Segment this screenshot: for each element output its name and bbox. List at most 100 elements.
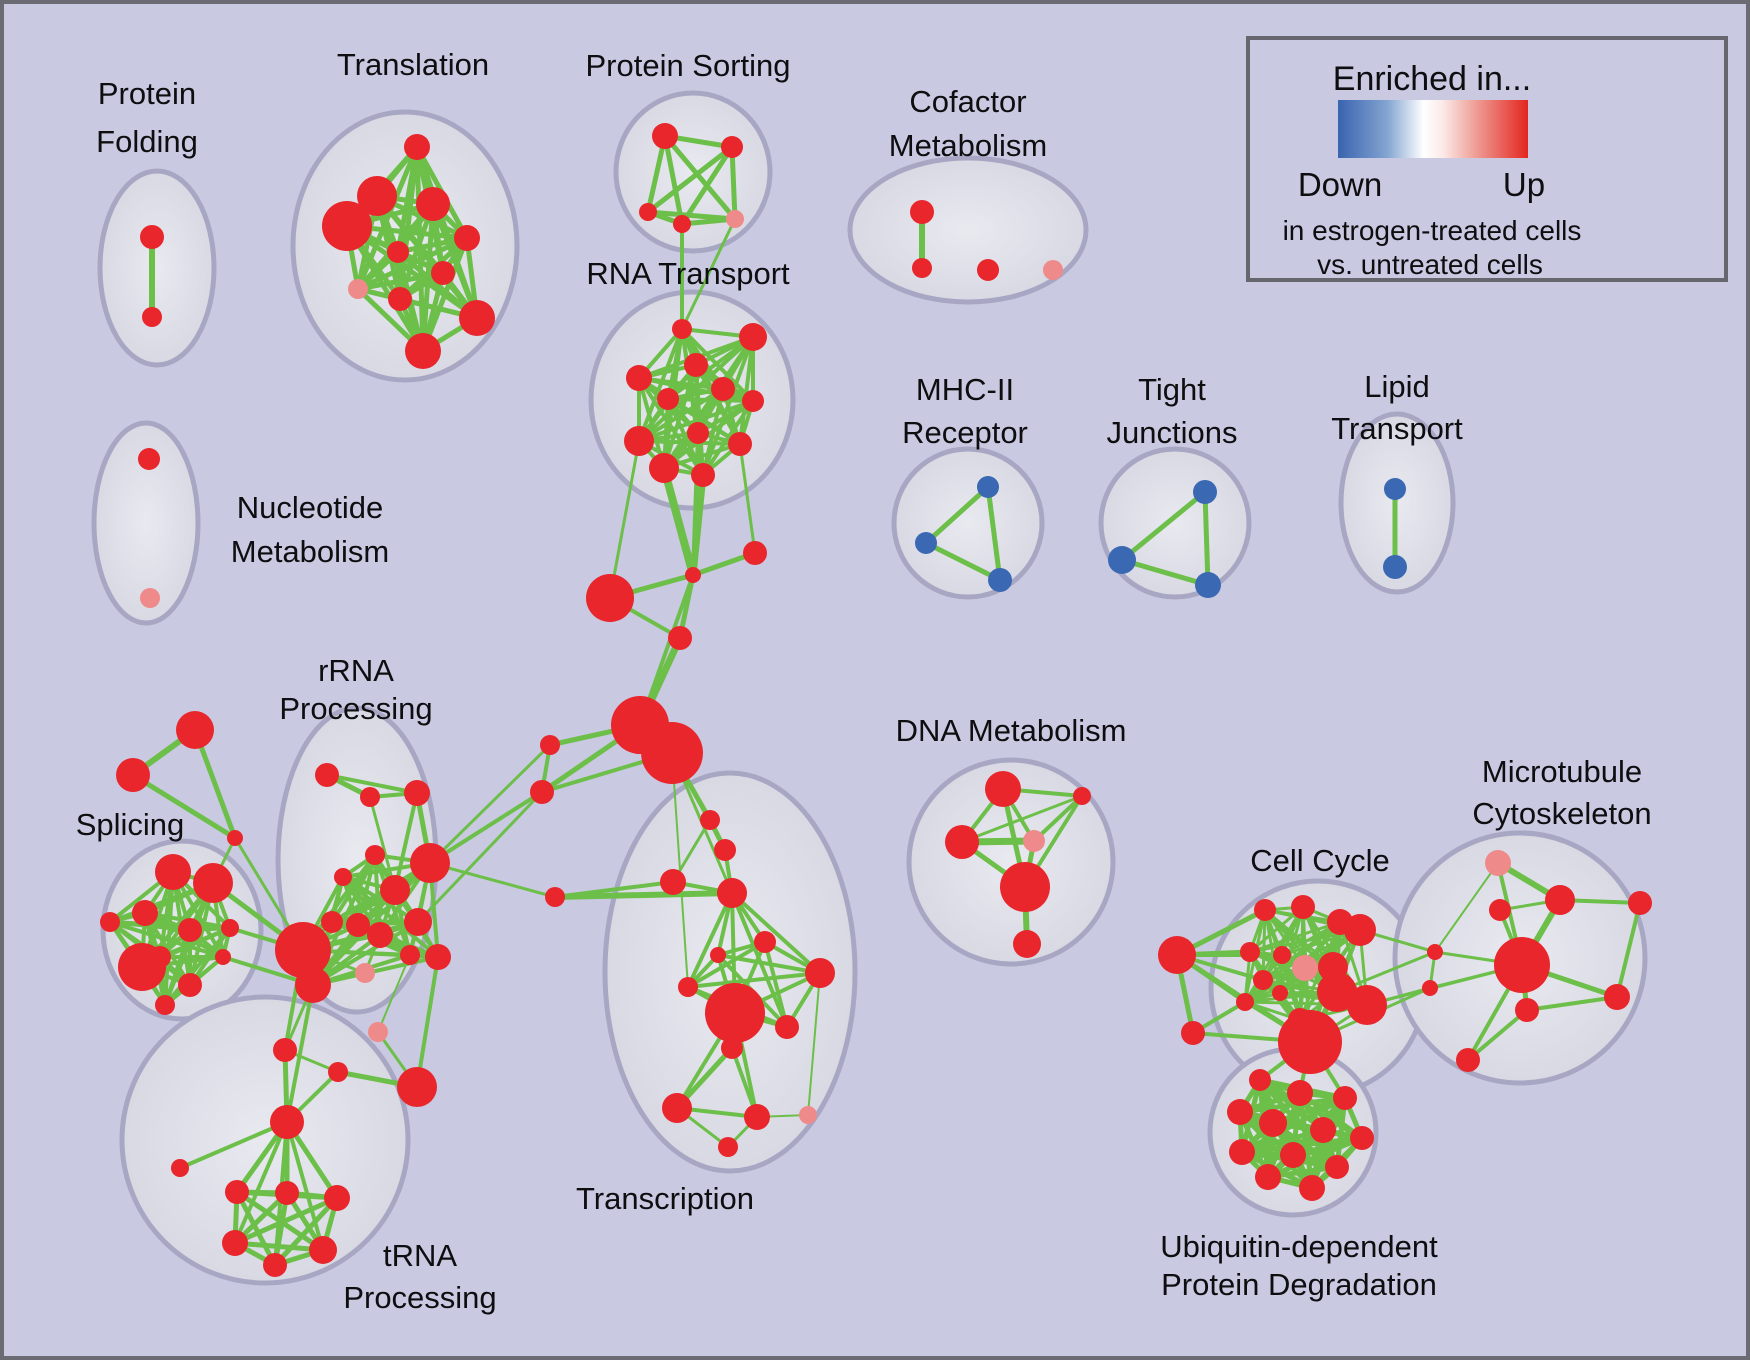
gene-set-node-ps2: [721, 136, 743, 158]
network-edge: [686, 891, 734, 989]
network-edge: [729, 144, 738, 222]
gene-set-node-mt1: [1545, 885, 1575, 915]
mhc-ii-receptor-label: Receptor: [902, 415, 1028, 450]
gene-set-node-mt6: [1604, 984, 1630, 1010]
network-edge: [807, 972, 821, 1116]
gene-set-node-sp4: [100, 912, 120, 932]
gene-set-node-hubF: [641, 722, 703, 784]
gene-set-node-chA: [685, 567, 701, 583]
gene-set-node-lt1: [545, 887, 565, 907]
gene-set-node-tc10: [662, 1093, 692, 1123]
gene-set-node-mh2: [915, 532, 937, 554]
network-edge: [716, 953, 822, 975]
gene-set-node-ub9: [1280, 1142, 1306, 1168]
gene-set-node-t1: [404, 134, 430, 160]
gene-set-node-rt1: [672, 319, 692, 339]
dna-metabolism-outline: [906, 757, 1116, 967]
network-edge: [192, 727, 238, 841]
mhc-ii-receptor-outline: [891, 446, 1045, 600]
gene-set-node-md2: [328, 1062, 348, 1082]
gene-set-node-cf2: [912, 258, 932, 278]
gene-set-node-rt8: [687, 422, 709, 444]
gene-set-node-rr9: [346, 913, 370, 937]
gene-set-node-tc7: [705, 983, 765, 1043]
gene-set-node-so1: [176, 711, 214, 749]
translation-label: Translation: [337, 47, 489, 82]
gene-set-node-ps3: [639, 203, 657, 221]
trna-processing-label: Processing: [343, 1280, 496, 1315]
network-edge: [960, 794, 1084, 844]
gene-set-node-lf1: [540, 735, 560, 755]
network-edge: [1263, 908, 1282, 995]
gene-set-node-ub6: [1310, 1117, 1336, 1143]
network-edge: [428, 743, 552, 865]
nucleotide-metabolism-label: Metabolism: [231, 534, 390, 569]
rrna-processing-label: Processing: [279, 691, 432, 726]
gene-set-node-cc11: [1272, 985, 1288, 1001]
gene-set-node-lp2: [1383, 555, 1407, 579]
network-edge: [666, 397, 755, 403]
legend-subtitle-line1: in estrogen-treated cells: [1283, 215, 1582, 246]
gene-set-node-tc6: [805, 958, 835, 988]
gene-set-node-rr14: [425, 944, 451, 970]
gene-set-node-rr2: [360, 787, 380, 807]
gene-set-node-ub7: [1350, 1126, 1374, 1150]
network-edge: [130, 772, 238, 841]
network-edge: [730, 891, 822, 975]
gene-set-node-tj2: [1108, 546, 1136, 574]
gene-set-node-rrh2: [295, 967, 331, 1003]
gene-set-node-cc1: [1254, 899, 1276, 921]
gene-set-node-sp6: [221, 919, 239, 937]
splicing-label: Splicing: [76, 807, 185, 842]
gene-set-node-nm2: [140, 588, 160, 608]
gene-set-node-rr6: [380, 875, 410, 905]
network-edge: [272, 1195, 340, 1268]
gene-set-node-rt3: [684, 353, 708, 377]
network-edge: [368, 795, 397, 892]
gene-set-node-rt11: [649, 453, 679, 483]
protein-folding-outline: [97, 168, 217, 368]
gene-set-node-sp11: [155, 995, 175, 1015]
ubiquitin-degradation-label: Ubiquitin-dependent: [1160, 1229, 1438, 1264]
gene-set-node-rt9: [624, 426, 654, 456]
network-edge: [645, 209, 738, 222]
gene-set-node-cc6: [1273, 946, 1291, 964]
network-edge: [233, 1120, 289, 1245]
gene-set-node-mtp: [1485, 850, 1511, 876]
gene-set-node-lp1: [1384, 478, 1406, 500]
gene-set-node-ps4: [673, 215, 691, 233]
gene-set-node-rr4: [365, 845, 385, 865]
gene-set-node-ub8: [1229, 1139, 1255, 1165]
gene-set-node-tr6: [263, 1253, 287, 1277]
network-edge: [232, 1195, 340, 1246]
gene-set-node-tc4: [710, 947, 726, 963]
gene-set-node-rr10: [367, 922, 393, 948]
gene-set-node-ub11: [1255, 1164, 1281, 1190]
gene-set-node-t9: [388, 287, 412, 311]
network-edge: [1265, 1135, 1365, 1180]
network-edge: [285, 983, 315, 1124]
network-edge: [1434, 862, 1499, 953]
gene-set-node-md3: [397, 1067, 437, 1107]
network-edge: [232, 1240, 326, 1253]
cofactor-metabolism-label: Cofactor: [909, 84, 1026, 119]
network-edge: [1237, 1095, 1348, 1115]
gene-set-node-rrh: [275, 922, 331, 978]
gene-set-node-mt4: [1427, 944, 1443, 960]
network-edge: [645, 144, 735, 215]
network-edge: [377, 954, 411, 1033]
network-edge: [738, 442, 757, 555]
network-edge: [637, 387, 725, 443]
gene-set-node-dn3: [1073, 787, 1091, 805]
gene-set-node-t6: [387, 241, 409, 263]
network-edge: [178, 1120, 289, 1170]
gene-set-node-cc4: [1344, 914, 1376, 946]
gene-set-node-tc2: [717, 878, 747, 908]
gene-set-node-t5: [454, 225, 480, 251]
network-edge: [637, 399, 755, 443]
gene-set-node-cc14: [1347, 985, 1387, 1025]
network-edge: [1119, 557, 1211, 588]
network-edge: [1615, 901, 1642, 999]
